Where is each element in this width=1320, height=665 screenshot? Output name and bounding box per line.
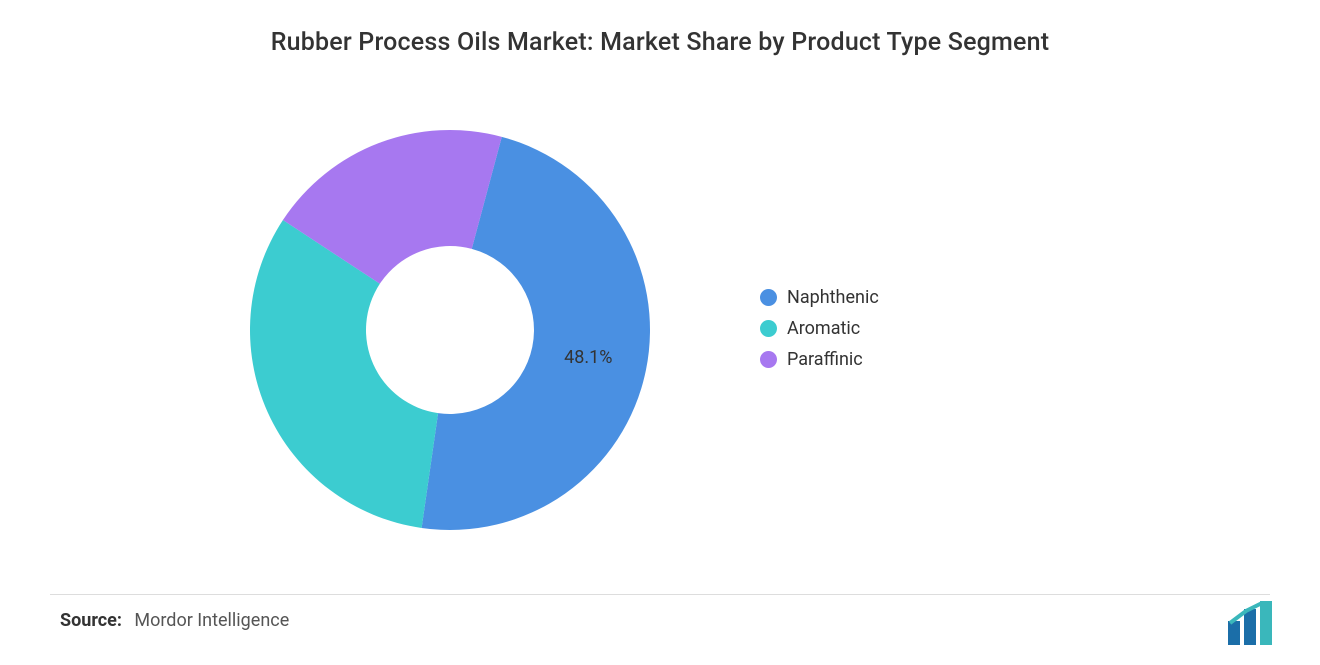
legend-label: Aromatic <box>787 316 860 341</box>
source-line: Source: Mordor Intelligence <box>60 610 289 631</box>
legend-label: Naphthenic <box>787 285 879 310</box>
chart-area: 48.1% Naphthenic Aromatic Paraffinic <box>0 90 1320 570</box>
publisher-logo <box>1226 601 1290 645</box>
divider <box>50 594 1270 595</box>
legend-dot-icon <box>760 320 777 337</box>
legend-item-aromatic: Aromatic <box>760 316 879 341</box>
legend-dot-icon <box>760 289 777 306</box>
chart-title: Rubber Process Oils Market: Market Share… <box>0 0 1320 57</box>
slice-label-naphthenic: 48.1% <box>564 347 612 368</box>
legend-item-naphthenic: Naphthenic <box>760 285 879 310</box>
legend-dot-icon <box>760 351 777 368</box>
legend-item-paraffinic: Paraffinic <box>760 347 879 372</box>
source-text: Mordor Intelligence <box>134 610 289 631</box>
legend: Naphthenic Aromatic Paraffinic <box>760 285 879 379</box>
legend-label: Paraffinic <box>787 347 863 372</box>
slice-aromatic <box>250 220 438 528</box>
source-label: Source: <box>60 610 122 631</box>
chart-container: Rubber Process Oils Market: Market Share… <box>0 0 1320 665</box>
donut-chart: 48.1% <box>230 110 670 550</box>
